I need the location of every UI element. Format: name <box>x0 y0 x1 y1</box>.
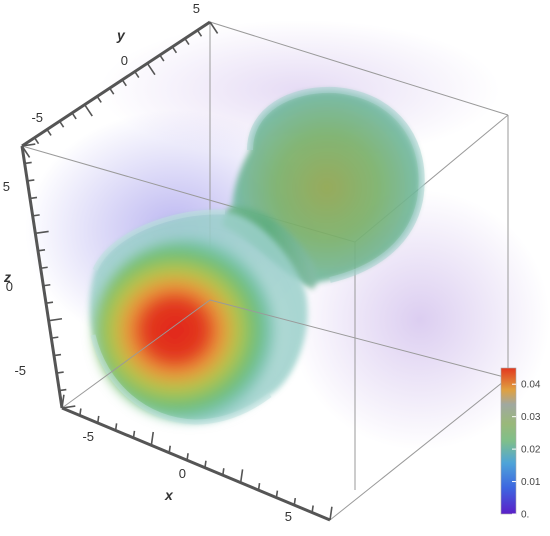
z-axis-tick <box>27 179 35 182</box>
z-axis-tick <box>59 388 67 392</box>
z-axis-tick <box>35 230 49 235</box>
x-axis-tick <box>186 453 189 461</box>
z-axis-tick <box>24 161 32 165</box>
y-axis-tick <box>184 38 190 45</box>
z-axis-tick <box>40 266 48 270</box>
x-axis-tick <box>150 431 155 446</box>
y-axis-tick <box>209 21 219 34</box>
z-axis-tick <box>29 196 38 200</box>
x-axis-tick <box>239 469 244 483</box>
x-axis-tick <box>204 460 207 468</box>
z-axis-tick <box>37 249 46 252</box>
z-axis-label: z <box>3 269 11 285</box>
legend-tick-label: 0.04 <box>521 380 541 391</box>
box-edge-front-floor <box>61 299 211 409</box>
front-lobe-rim <box>90 209 272 425</box>
x-axis-tick <box>275 490 279 498</box>
z-axis-tick <box>43 283 51 287</box>
z-axis-tick <box>32 214 40 217</box>
y-axis-tick <box>33 137 40 145</box>
y-axis-tick <box>159 54 165 62</box>
z-axis-tick <box>48 317 63 322</box>
x-tick-label: 0 <box>179 466 186 481</box>
z-axis-tick <box>53 353 62 357</box>
z-axis-line <box>20 145 64 409</box>
x-tick-label: -5 <box>82 429 94 444</box>
y-axis-tick <box>46 129 52 136</box>
legend-bar <box>500 367 517 515</box>
legend-tick-label: 0.01 <box>521 477 541 488</box>
z-axis-tick <box>21 143 36 147</box>
x-axis-tick <box>329 506 333 521</box>
x-axis-tick <box>79 408 82 416</box>
x-tick-label: 5 <box>285 509 292 524</box>
y-axis-tick <box>58 120 65 128</box>
y-axis-tick <box>109 87 115 95</box>
legend-ticks: 0. 0.01 0.02 0.03 0.04 <box>512 380 541 521</box>
x-axis-ticks: -5 0 5 <box>82 429 292 524</box>
y-axis-tick <box>146 62 156 76</box>
x-axis-tick <box>293 497 297 506</box>
x-axis-tick <box>61 394 65 409</box>
y-axis-ticks: -5 0 5 <box>31 1 200 125</box>
box-edge-front-floor-back <box>209 299 509 379</box>
color-legend: 0. 0.01 0.02 0.03 0.04 <box>500 367 541 521</box>
bounding-box-front <box>61 115 509 521</box>
legend-tick-label: 0.03 <box>521 412 541 423</box>
x-axis-tick <box>132 430 136 438</box>
x-axis-tick <box>257 483 261 491</box>
y-axis-label: y <box>116 27 126 43</box>
x-axis-line <box>61 406 331 522</box>
x-axis-tick <box>222 468 225 476</box>
x-axis-tick <box>311 505 314 513</box>
back-lobe-rim <box>247 86 425 283</box>
y-axis-tick <box>171 46 178 54</box>
x-axis-tick <box>168 445 171 453</box>
z-axis-ticks: 5 0 -5 <box>3 179 26 378</box>
z-axis-tick <box>51 336 59 339</box>
y-axis-tick <box>84 104 93 117</box>
x-axis-tick <box>114 423 118 431</box>
y-axis-tick <box>196 29 203 37</box>
box-edge-front-bottom-right <box>329 377 509 521</box>
front-lobe <box>89 209 308 425</box>
box-edge-back-top <box>209 21 509 116</box>
z-axis-tick <box>45 301 54 304</box>
z-tick-label: 5 <box>3 179 10 194</box>
y-axis-tick <box>134 71 140 79</box>
y-tick-label: 0 <box>121 53 128 68</box>
y-tick-label: -5 <box>31 110 43 125</box>
x-axis-tick <box>96 415 100 424</box>
y-axis-tick <box>71 112 77 120</box>
axis-frame <box>20 20 331 522</box>
y-axis-tick <box>96 95 102 103</box>
y-axis-tick <box>21 145 31 158</box>
y-axis-line <box>21 20 211 148</box>
front-lobe-core <box>95 240 285 420</box>
x-axis-label: x <box>164 487 174 503</box>
legend-tick-label: 0. <box>521 510 529 521</box>
y-tick-label: 5 <box>193 1 200 16</box>
z-axis-tick <box>61 405 76 409</box>
z-tick-label: -5 <box>14 363 26 378</box>
y-axis-tick <box>121 79 127 87</box>
tick-marks <box>21 21 333 521</box>
z-tick-label: 0 <box>6 279 13 294</box>
legend-tick-label: 0.02 <box>521 445 541 456</box>
z-axis-tick <box>56 371 64 374</box>
